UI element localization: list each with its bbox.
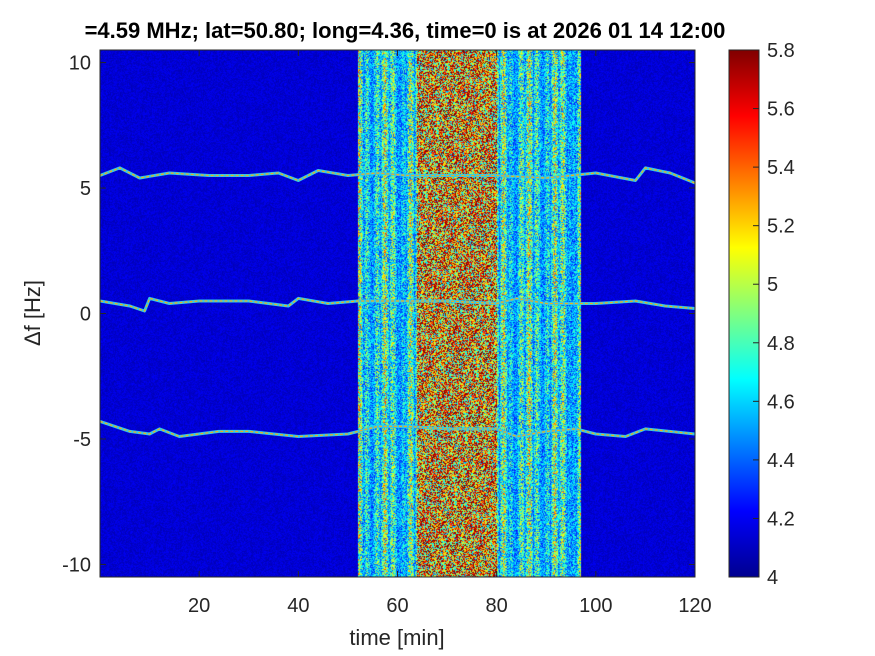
y-tick-label: 5 — [80, 178, 91, 200]
y-tick-label: 0 — [80, 304, 91, 326]
colorbar-tick-label: 4.8 — [767, 333, 795, 355]
signal-traces — [100, 166, 695, 438]
y-axis: -10 -5 0 5 10 — [62, 53, 695, 576]
trace-middle — [100, 297, 695, 312]
colorbar-tick-label: 5.6 — [767, 99, 795, 121]
y-tick-label: -5 — [73, 429, 91, 451]
colorbar-tick-label: 4.2 — [767, 508, 795, 530]
colorbar-tick-label: 5.2 — [767, 216, 795, 238]
colorbar-gradient — [729, 50, 759, 577]
x-tick-label: 60 — [386, 595, 408, 617]
y-axis-label: Δf [Hz] — [20, 280, 45, 346]
x-axis: 20 40 60 80 100 120 — [188, 50, 712, 617]
x-tick-label: 100 — [579, 595, 612, 617]
colorbar-tick-label: 5 — [767, 274, 778, 296]
colorbar-border — [728, 49, 760, 578]
colorbar-ticks: 4 4.2 4.4 4.6 4.8 5 5.2 5.4 5.6 5.8 — [753, 40, 795, 589]
y-tick-label: 10 — [69, 53, 91, 75]
x-tick-label: 120 — [678, 595, 711, 617]
colorbar-tick-label: 5.4 — [767, 157, 795, 179]
colorbar: 4 4.2 4.4 4.6 4.8 5 5.2 5.4 5.6 5.8 — [728, 40, 795, 589]
trace-upper — [100, 167, 695, 184]
heatmap-canvas — [100, 50, 695, 577]
chart-title: =4.59 MHz; lat=50.80; long=4.36, time=0 … — [85, 18, 726, 43]
x-tick-label: 20 — [188, 595, 210, 617]
colorbar-tick-label: 5.8 — [767, 40, 795, 62]
x-tick-label: 80 — [486, 595, 508, 617]
colorbar-tick-label: 4.6 — [767, 391, 795, 413]
trace-lower — [100, 420, 695, 438]
colorbar-tick-label: 4 — [767, 567, 778, 589]
plot-area — [99, 49, 696, 578]
x-tick-label: 40 — [287, 595, 309, 617]
colorbar-tick-label: 4.4 — [767, 450, 795, 472]
y-tick-label: -10 — [62, 554, 91, 576]
x-axis-label: time [min] — [349, 625, 444, 650]
